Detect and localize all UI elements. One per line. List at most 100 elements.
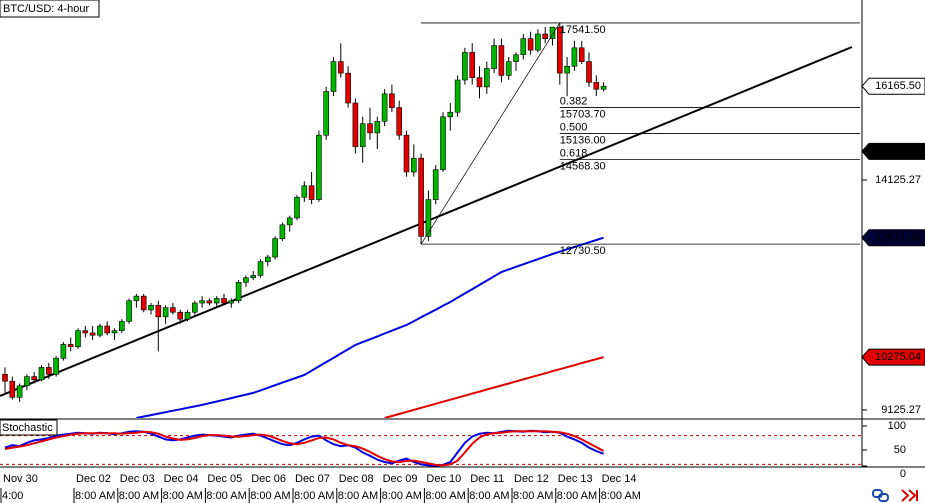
candle-body — [600, 85, 607, 90]
candle-body — [564, 65, 570, 74]
candle-body — [53, 357, 59, 375]
x-time-label: 8:00 AM — [557, 490, 597, 502]
candle-body — [38, 367, 45, 381]
candle-body — [31, 376, 38, 381]
link-icon[interactable] — [872, 489, 889, 502]
candle-body — [301, 185, 308, 198]
candle-body — [162, 307, 169, 318]
candle-body — [243, 277, 249, 283]
fib-price-label: 15703.70 — [560, 108, 606, 120]
x-date-label: Dec 04 — [164, 473, 199, 485]
stochastic-title: Stochastic — [2, 422, 53, 434]
candle-body — [199, 300, 205, 304]
candle-body — [498, 45, 505, 76]
candle-body — [155, 305, 162, 318]
x-date-label: Dec 09 — [383, 473, 418, 485]
candle-body — [75, 330, 81, 348]
fib-ratio-label: 0.382 — [560, 95, 588, 107]
x-time-label: 8:00 AM — [75, 490, 115, 502]
price-marker — [861, 229, 925, 247]
candle-body — [279, 224, 286, 239]
candle-body — [67, 344, 74, 348]
x-time-label: 8:00 AM — [206, 490, 246, 502]
candle-body — [447, 111, 454, 118]
line-series — [136, 236, 604, 418]
x-time-label: 8:00 AM — [119, 490, 159, 502]
price-marker — [861, 142, 925, 160]
candle-body — [462, 52, 468, 81]
price-marker-label: 10275.04 — [875, 351, 921, 363]
candle-body — [535, 33, 541, 51]
x-date-label: Dec 07 — [295, 473, 330, 485]
candle-body — [396, 107, 403, 136]
candle-body — [432, 169, 439, 200]
link-icon-ring — [878, 493, 889, 502]
candle-body — [170, 307, 176, 313]
candle-body — [352, 102, 359, 147]
x-time-label: 8:00 AM — [425, 490, 465, 502]
main-plot — [0, 22, 853, 418]
candle-body — [2, 374, 8, 382]
x-time-label: 8:00 AM — [469, 490, 509, 502]
candle-body — [323, 91, 330, 136]
candle-body — [111, 330, 118, 334]
candle-body — [418, 157, 424, 237]
candle-body — [469, 52, 476, 79]
line-series — [4, 430, 605, 467]
candle-body — [272, 238, 278, 258]
candle-body — [505, 61, 512, 76]
x-time-label: 8:00 AM — [513, 490, 553, 502]
candle-body — [89, 332, 96, 336]
candle-body — [60, 344, 67, 359]
chart-title: BTC/USD: 4-hour — [3, 3, 90, 15]
candle-body — [425, 199, 432, 237]
candle-body — [389, 93, 395, 108]
y-tick-label: 14125.27 — [875, 174, 921, 186]
candle-body — [24, 376, 30, 387]
candle-body — [440, 116, 446, 170]
price-marker-label: 14747.78 — [875, 145, 921, 157]
candle-body — [308, 185, 315, 200]
candle-body — [593, 82, 600, 90]
fib-diagonal — [420, 22, 561, 245]
candle-body — [177, 311, 183, 320]
candle-body — [126, 300, 132, 322]
y-tick-label: 9125.27 — [881, 404, 921, 416]
candle-body — [133, 295, 140, 302]
candle-body — [148, 305, 154, 311]
x-date-label: Dec 02 — [76, 473, 111, 485]
candle-body — [520, 38, 527, 56]
candle-body — [549, 26, 556, 39]
scroll-icon[interactable] — [901, 489, 918, 502]
x-date-label: Nov 30 — [3, 473, 38, 485]
x-time-label: 8:00 AM — [294, 490, 334, 502]
fib-ratio-label: 0.500 — [560, 121, 588, 133]
candle-body — [454, 79, 461, 113]
candle-body — [571, 47, 578, 67]
candle-body — [119, 321, 125, 331]
fib-price-label: 14568.30 — [560, 161, 606, 173]
candle-body — [513, 54, 519, 62]
candle-body — [316, 134, 322, 200]
stochastic-title-box — [0, 419, 58, 436]
candle-body — [184, 311, 191, 320]
x-time-label: 8:00 AM — [601, 490, 641, 502]
scroll-arrows — [901, 489, 917, 502]
candle-body — [542, 33, 549, 39]
x-date-label: Dec 12 — [514, 473, 549, 485]
candle-body — [294, 196, 300, 219]
candle-body — [192, 302, 198, 313]
candle-body — [221, 298, 227, 304]
candle-body — [104, 325, 110, 334]
candle-body — [330, 61, 337, 92]
price-marker — [861, 348, 925, 366]
x-time-label: 8:00 AM — [250, 490, 290, 502]
y-tick-label: 100 — [888, 420, 906, 432]
x-date-label: Dec 13 — [558, 473, 593, 485]
candle-body — [491, 45, 497, 69]
x-date-label: Dec 05 — [207, 473, 242, 485]
candle-body — [483, 68, 490, 88]
x-time-label: 4:00 — [2, 490, 23, 502]
candle-body — [410, 157, 417, 173]
